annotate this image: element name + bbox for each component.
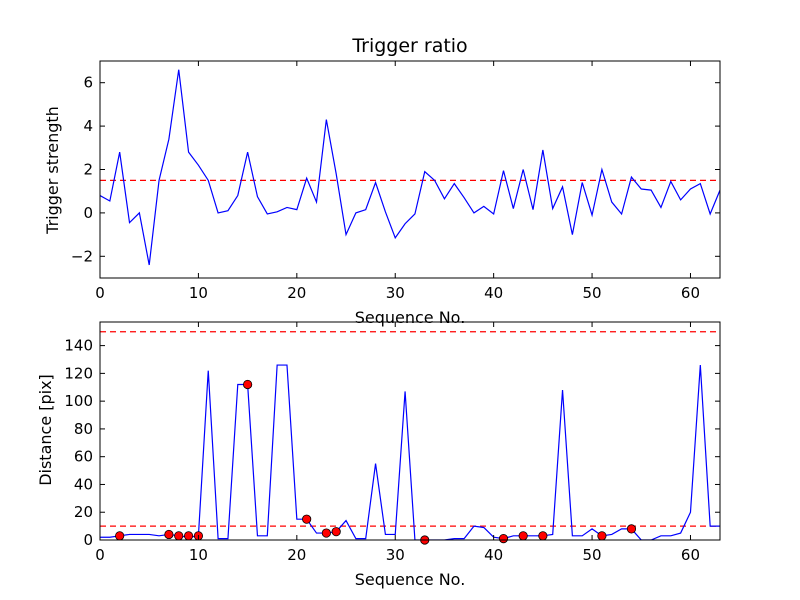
- x-tick-label: 20: [287, 546, 306, 564]
- y-tick-label: 6: [83, 74, 93, 92]
- y-tick-label: 0: [83, 204, 93, 222]
- y-axis-label: Trigger strength: [43, 106, 62, 235]
- trigger-ratio-panel: Trigger ratio Sequence No. Trigger stren…: [43, 35, 721, 327]
- y-tick-label: 120: [64, 364, 93, 382]
- y-tick-label: −2: [71, 247, 93, 265]
- x-tick-label: 50: [583, 284, 602, 302]
- chart-title: Trigger ratio: [351, 35, 467, 57]
- y-tick-label: 140: [64, 337, 93, 355]
- x-tick-label: 20: [287, 284, 306, 302]
- x-tick-label: 10: [189, 284, 208, 302]
- data-point-marker: [518, 531, 528, 541]
- data-point-marker: [538, 531, 548, 541]
- x-tick-label: 50: [583, 546, 602, 564]
- series-line: [100, 364, 720, 540]
- y-tick-label: 0: [83, 531, 93, 549]
- data-point-marker: [302, 514, 312, 524]
- data-point-marker: [626, 524, 637, 534]
- x-axis-label: Sequence No.: [355, 570, 466, 589]
- data-point-marker: [597, 531, 607, 541]
- y-tick-label: 20: [74, 503, 93, 521]
- x-tick-label: 60: [681, 546, 700, 564]
- x-tick-label: 40: [484, 546, 503, 564]
- series-line: [100, 69, 720, 266]
- x-tick-label: 10: [189, 546, 208, 564]
- axes-frame: [99, 321, 721, 541]
- y-tick-label: 100: [64, 392, 93, 410]
- data-point-marker: [183, 531, 194, 541]
- y-tick-label: 2: [83, 161, 93, 179]
- data-point-marker: [174, 531, 184, 541]
- x-tick-label: 0: [95, 284, 105, 302]
- y-tick-label: 4: [83, 117, 93, 135]
- data-point-marker: [498, 534, 509, 544]
- x-tick-label: 60: [681, 284, 700, 302]
- x-axis-label: Sequence No.: [355, 308, 466, 327]
- x-tick-label: 40: [484, 284, 503, 302]
- data-point-marker: [115, 531, 125, 541]
- data-point-marker: [321, 528, 331, 538]
- y-tick-label: 80: [74, 420, 93, 438]
- y-axis-label: Distance [pix]: [36, 374, 55, 486]
- y-tick-label: 60: [74, 448, 93, 466]
- y-tick-label: 40: [74, 475, 93, 493]
- data-point-marker: [243, 379, 253, 390]
- distance-panel: Sequence No. Distance [pix] 0 10 20 30 40 50 6…: [36, 321, 721, 589]
- x-tick-label: 30: [386, 546, 405, 564]
- x-tick-label: 30: [386, 284, 405, 302]
- data-point-marker: [164, 529, 174, 540]
- x-tick-label: 0: [95, 546, 105, 564]
- data-point-marker: [331, 527, 341, 537]
